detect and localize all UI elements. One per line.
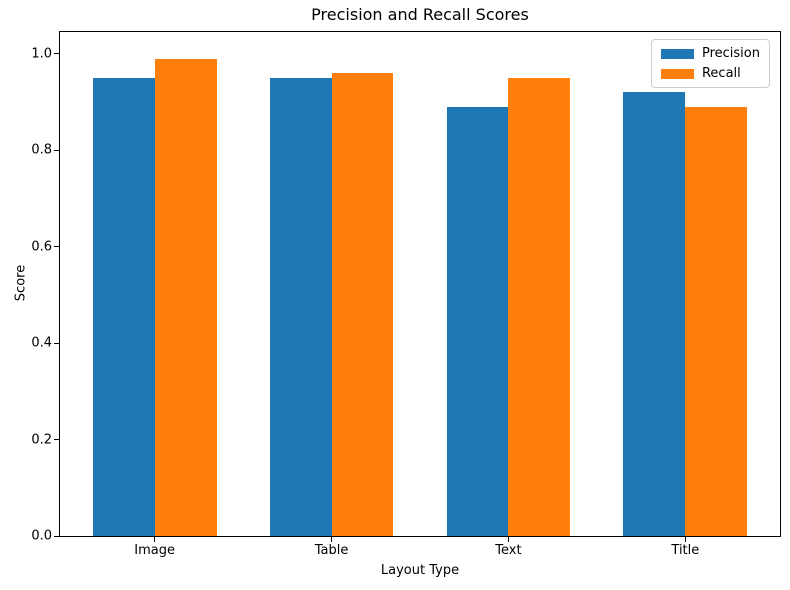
y-tick-mark	[54, 149, 59, 151]
y-tick-mark	[54, 246, 59, 248]
legend-label: Recall	[701, 66, 741, 81]
y-tick-mark	[54, 535, 59, 537]
y-tick-label: 0.6	[31, 239, 52, 255]
y-tick-label: 0.8	[31, 142, 52, 158]
y-tick-mark	[54, 342, 59, 344]
x-tick-label: Image	[134, 543, 175, 558]
legend: Precision Recall	[650, 39, 770, 88]
legend-label: Precision	[701, 46, 760, 61]
legend-item: Precision	[660, 46, 760, 61]
bar-precision-title	[623, 92, 686, 536]
x-tick-label: Table	[314, 543, 349, 558]
x-tick-label: Title	[671, 543, 700, 558]
y-tick-label: 0.4	[31, 335, 52, 351]
legend-swatch	[660, 68, 694, 79]
plot-area: 0.0 0.2 0.4 0.6 0.8 1.0 Image Table Text Title P…	[31, 31, 781, 558]
bar-recall-text	[508, 77, 571, 536]
y-tick-label: 1.0	[31, 46, 52, 62]
bar-precision-table	[269, 77, 332, 536]
bar-recall-title	[685, 106, 748, 536]
bar-recall-image	[154, 58, 217, 536]
bar-precision-text	[446, 106, 509, 536]
y-tick-mark	[54, 439, 59, 441]
bar-recall-table	[331, 73, 394, 536]
chart-title: Precision and Recall Scores	[311, 5, 529, 24]
bar-precision-image	[92, 77, 155, 536]
x-tick-mark	[154, 537, 156, 542]
legend-swatch	[660, 48, 694, 59]
y-tick-label: 0.2	[31, 432, 52, 448]
legend-item: Recall	[660, 66, 760, 81]
x-tick-mark	[684, 537, 686, 542]
x-tick-mark	[507, 537, 509, 542]
y-tick-mark	[54, 53, 59, 55]
x-tick-mark	[331, 537, 333, 542]
y-axis-label: Score	[13, 264, 29, 302]
x-tick-label: Text	[495, 543, 522, 558]
y-tick-label: 0.0	[31, 528, 52, 544]
x-axis-label: Layout Type	[380, 563, 460, 578]
